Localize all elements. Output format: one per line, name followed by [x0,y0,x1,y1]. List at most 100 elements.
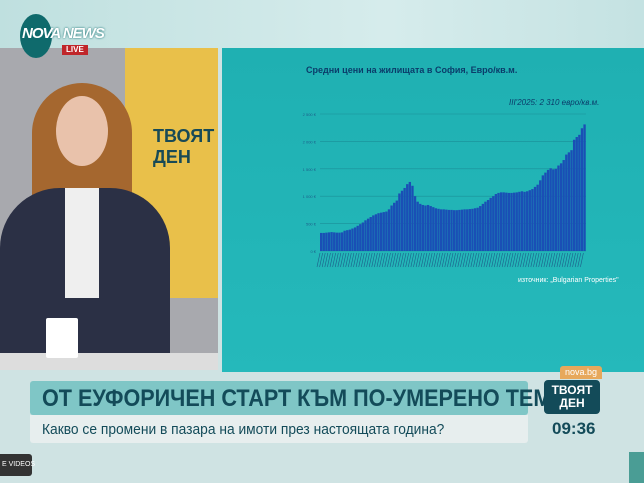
x-tick-mark [342,252,347,268]
clock: 09:36 [552,419,596,438]
bar [372,215,375,251]
bar [426,204,430,251]
corner-logo [629,452,644,483]
y-tick-label: 500 € [306,222,317,227]
x-tick-mark [431,252,436,268]
studio-brand: ТВОЯТ ДЕН [153,126,215,167]
x-tick-mark [577,252,582,268]
bar [473,208,477,251]
bar [476,207,479,251]
bar [471,208,474,251]
bar [408,181,412,251]
y-tick-label: 2 500 € [303,112,317,117]
bar [536,184,539,251]
x-tick-mark [361,252,365,268]
bar [533,186,537,251]
bar [510,192,513,251]
bar [479,206,482,251]
x-tick-mark [572,252,576,268]
bar [379,212,383,251]
top-banner [0,0,644,48]
x-tick-mark [460,252,464,268]
bar [348,229,352,251]
x-tick-mark [457,252,462,268]
x-tick-mark [504,252,509,268]
bar [458,209,461,251]
x-tick-mark [444,252,449,268]
bar [497,192,500,251]
bar [453,210,456,251]
chart-panel: Средни цени на жилищата в София, Евро/кв… [222,48,644,372]
bar [419,203,422,251]
bar [434,208,438,251]
x-tick-mark [327,252,331,268]
x-tick-mark [441,252,446,268]
x-tick-mark [512,252,516,268]
subheadline: Какво се промени в пазара на имоти през … [42,421,445,438]
bar [528,190,531,251]
x-tick-mark [337,252,342,268]
x-tick-mark [400,252,404,268]
x-tick-mark [423,252,428,268]
bar [338,232,341,251]
x-tick-mark [462,252,467,268]
bar [359,224,362,251]
x-tick-mark [324,252,329,268]
x-tick-mark [509,252,514,268]
bar [445,209,448,251]
x-tick-mark [559,252,563,268]
bar [481,203,485,251]
bar [531,189,534,251]
x-tick-mark [543,252,548,268]
bar [552,169,555,251]
bar [502,192,505,251]
x-tick-mark [454,252,459,268]
more-videos-button[interactable]: E VIDEOS [0,454,35,476]
x-tick-mark [387,252,391,268]
bar [413,196,417,251]
x-tick-mark [517,252,522,268]
x-tick-mark [350,252,355,268]
x-tick-mark [567,252,571,268]
chart-source: източник: „Bulgarian Properties" [518,277,619,284]
x-tick-mark [564,252,569,268]
headline: ОТ ЕУФОРИЧЕН СТАРТ КЪМ ПО-УМЕРЕНО ТЕМПО [42,385,584,412]
x-tick-mark [319,252,323,268]
bar [486,200,490,251]
x-tick-mark [374,252,378,268]
x-tick-mark [478,252,482,268]
x-tick-mark [475,252,480,268]
bar [374,214,378,251]
bar [580,128,584,251]
x-tick-mark [449,252,454,268]
bar [549,168,552,251]
x-tick-mark [384,252,389,268]
x-tick-mark [486,252,490,268]
bar [484,201,487,251]
bar [369,217,372,251]
x-tick-mark [556,252,561,268]
bar [499,192,503,251]
x-tick-mark [415,252,420,268]
x-tick-mark [332,252,336,268]
bar [492,196,495,251]
bar [395,200,398,251]
x-tick-mark [546,252,550,268]
desk [0,353,218,370]
subheadline-band [30,415,528,443]
x-tick-mark [483,252,488,268]
x-tick-mark [494,252,498,268]
x-tick-mark [580,252,584,268]
x-tick-mark [371,252,376,268]
bar [539,180,542,251]
x-tick-mark [481,252,485,268]
bar [400,190,404,251]
x-tick-mark [340,252,344,268]
x-tick-mark [379,252,383,268]
x-tick-mark [473,252,477,268]
bar [439,209,443,251]
bar [494,194,498,251]
bar [333,232,336,251]
bar [390,205,393,251]
bar [387,209,391,251]
